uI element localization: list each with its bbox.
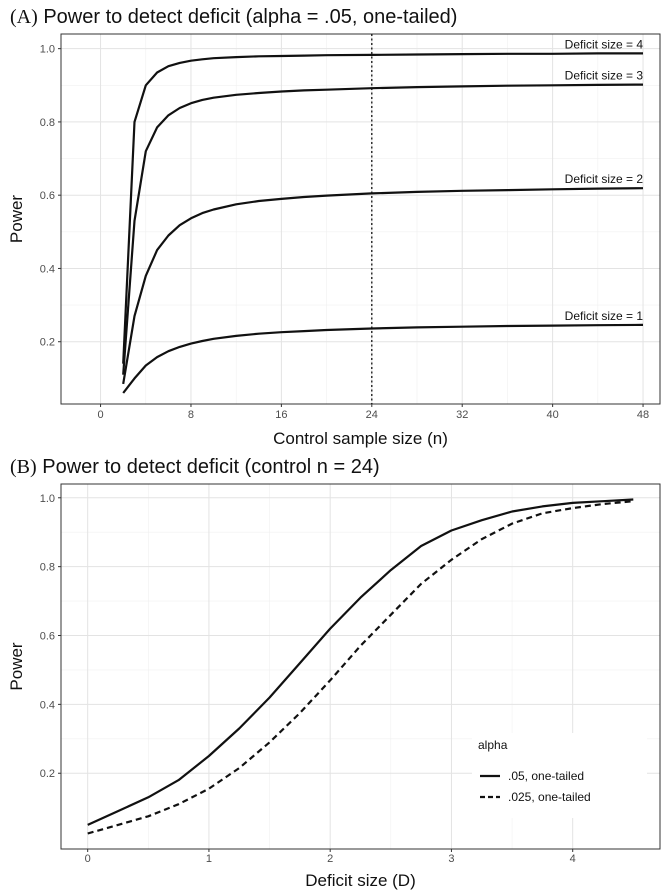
panel-a-series-label-2: Deficit size = 3 bbox=[565, 69, 644, 83]
panel-b-legend-label-2: .025, one-tailed bbox=[508, 790, 591, 804]
panel-a-series-label-3: Deficit size = 2 bbox=[565, 172, 644, 186]
panel-b-panel-border bbox=[60, 483, 661, 850]
panel-a-x-tick-label: 24 bbox=[366, 409, 378, 421]
panel-b-x-axis-title: Deficit size (D) bbox=[305, 871, 416, 890]
panel-b-x-tick-label: 2 bbox=[327, 853, 333, 865]
panel-a-x-tick-label: 8 bbox=[188, 409, 194, 421]
panel-b-legend-title: alpha bbox=[478, 738, 508, 752]
panel-a-series-label-4: Deficit size = 1 bbox=[565, 309, 644, 323]
panel-a-y-tick-label: 1.0 bbox=[40, 44, 55, 56]
panel-a-y-tick-label: 0.8 bbox=[40, 117, 55, 129]
panel-a-y-tick-label: 0.2 bbox=[40, 337, 55, 349]
panel-b-x-tick-label: 4 bbox=[570, 853, 576, 865]
panel-b-plot: 0 1 2 3 4 0.2 0.4 0.6 0.8 1.0 Deficit size (D) Powe… bbox=[7, 483, 661, 890]
panel-a-series-label-1: Deficit size = 4 bbox=[565, 37, 644, 51]
panel-b-y-tick-label: 1.0 bbox=[40, 493, 55, 505]
panel-b-y-tick-label: 0.2 bbox=[40, 768, 55, 780]
panel-a-series-line-4 bbox=[122, 323, 644, 394]
panel-a-x-tick-label: 32 bbox=[456, 409, 468, 421]
panel-a-panel-border bbox=[60, 33, 661, 405]
panel-b-series-line-2 bbox=[87, 500, 634, 835]
panel-b-legend-background bbox=[472, 733, 647, 818]
panel-b-legend-label-1: .05, one-tailed bbox=[508, 769, 584, 783]
panel-a-letter: (A) bbox=[10, 6, 38, 28]
panel-b-title: (B) Power to detect deficit (control n =… bbox=[10, 456, 380, 479]
panel-b-x-tick-label: 3 bbox=[448, 853, 454, 865]
panel-b-y-tick-label: 0.6 bbox=[40, 631, 55, 643]
panel-b-x-tick-label: 0 bbox=[85, 853, 91, 865]
panel-b-y-tick-label: 0.4 bbox=[40, 699, 55, 711]
panel-b-x-tick-label: 1 bbox=[206, 853, 212, 865]
panel-a-x-axis-title: Control sample size (n) bbox=[273, 429, 448, 448]
panel-a-y-tick-label: 0.4 bbox=[40, 263, 55, 275]
panel-a-x-tick-label: 40 bbox=[547, 409, 559, 421]
panel-b-series-line-1 bbox=[87, 498, 634, 826]
panel-a-series-line-2 bbox=[122, 83, 644, 375]
panel-b-y-tick-label: 0.8 bbox=[40, 562, 55, 574]
panel-a-y-tick-label: 0.6 bbox=[40, 190, 55, 202]
panel-b-letter: (B) bbox=[10, 456, 37, 478]
panel-a-series-line-1 bbox=[122, 52, 643, 364]
panel-a-series-line-3 bbox=[122, 187, 644, 385]
panel-a-x-tick-label: 16 bbox=[275, 409, 287, 421]
panel-a-x-tick-label: 48 bbox=[637, 409, 649, 421]
panel-a-title: (A) Power to detect deficit (alpha = .05… bbox=[10, 6, 457, 29]
panel-b-legend: alpha .05, one-tailed .025, one-tailed bbox=[472, 733, 647, 818]
panel-b-title-text: Power to detect deficit (control n = 24) bbox=[42, 456, 380, 478]
panel-a-x-tick-label: 0 bbox=[97, 409, 103, 421]
panel-b-y-axis-title: Power bbox=[7, 642, 26, 691]
panel-a-title-text: Power to detect deficit (alpha = .05, on… bbox=[43, 6, 458, 28]
panel-a-y-axis-title: Power bbox=[7, 195, 26, 244]
panel-a-plot: 0 8 16 24 32 40 48 0.2 0.4 0.6 0.8 1.0 Deficit size … bbox=[7, 33, 661, 448]
